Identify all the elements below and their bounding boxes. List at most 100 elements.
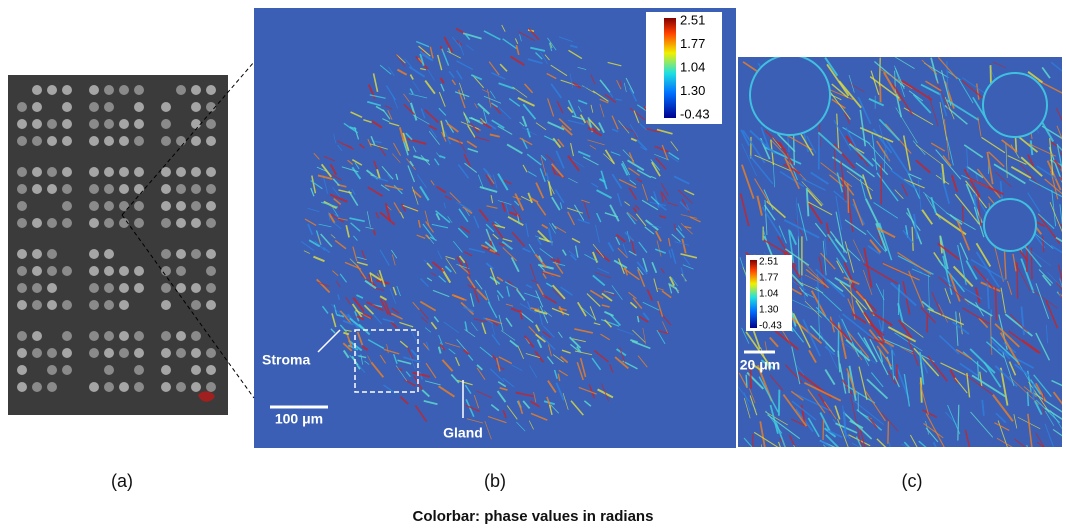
- zoom-box: [354, 329, 419, 393]
- streak: [1026, 248, 1052, 266]
- streak: [852, 198, 864, 226]
- streak: [1058, 277, 1062, 288]
- streak: [990, 339, 1011, 360]
- streak: [976, 168, 1002, 199]
- streak: [356, 264, 367, 280]
- tissue-core: [47, 167, 57, 177]
- streak: [634, 204, 640, 210]
- streak: [424, 109, 440, 124]
- streak: [908, 173, 922, 180]
- streak: [485, 262, 494, 270]
- streak: [837, 350, 841, 373]
- streak: [354, 162, 360, 170]
- streak: [416, 234, 426, 239]
- zoom-line: [121, 61, 255, 216]
- streak: [412, 189, 422, 199]
- streak: [925, 420, 930, 435]
- streak: [1009, 313, 1028, 333]
- streak: [397, 359, 412, 365]
- streak: [1028, 179, 1062, 198]
- streak: [938, 92, 948, 117]
- streak: [551, 284, 566, 300]
- streak: [485, 174, 494, 187]
- streak: [661, 192, 668, 202]
- streak: [839, 281, 867, 310]
- streak: [763, 235, 774, 258]
- streak: [421, 316, 428, 324]
- tissue-core: [47, 283, 57, 293]
- streak: [437, 346, 442, 354]
- tissue-core: [17, 365, 27, 375]
- streak: [823, 401, 837, 420]
- streak: [907, 172, 921, 200]
- tissue-core: [176, 85, 186, 95]
- tissue-core: [104, 201, 114, 211]
- streak: [844, 219, 867, 236]
- streak: [528, 27, 540, 41]
- streak: [332, 270, 339, 277]
- streak: [949, 214, 963, 226]
- streak: [438, 107, 447, 116]
- streak: [626, 212, 636, 225]
- streak: [815, 268, 846, 298]
- streak: [604, 93, 617, 104]
- streak: [876, 345, 892, 367]
- tissue-core: [134, 167, 144, 177]
- streak: [973, 265, 994, 289]
- streak: [593, 322, 601, 326]
- streak: [522, 247, 531, 253]
- streak: [561, 349, 571, 354]
- streak: [320, 233, 333, 248]
- streak: [872, 128, 893, 154]
- tissue-core: [161, 167, 171, 177]
- streak: [519, 310, 524, 320]
- streak: [347, 159, 354, 165]
- streak: [550, 163, 564, 178]
- tissue-core: [89, 136, 99, 146]
- tissue-core: [206, 283, 216, 293]
- tissue-core: [89, 102, 99, 112]
- streak: [792, 299, 821, 314]
- streak: [384, 203, 391, 222]
- streak: [1044, 410, 1055, 427]
- streak: [898, 319, 913, 339]
- streak: [342, 349, 350, 359]
- streak: [464, 162, 478, 174]
- streak: [538, 255, 543, 263]
- streak: [1004, 313, 1033, 337]
- streak: [570, 142, 574, 157]
- streak: [882, 289, 884, 332]
- streak: [743, 398, 751, 419]
- streak: [521, 115, 528, 128]
- tissue-core: [17, 201, 27, 211]
- streak: [393, 353, 398, 364]
- streak: [912, 140, 926, 156]
- streak: [632, 297, 643, 310]
- tissue-core: [206, 119, 216, 129]
- streak: [897, 284, 900, 315]
- streak: [999, 332, 1021, 366]
- streak: [343, 331, 350, 336]
- streak: [337, 217, 348, 221]
- colorbar-label: 2.51: [680, 12, 705, 27]
- tissue-core: [161, 365, 171, 375]
- streak: [1020, 156, 1043, 177]
- streak: [426, 277, 433, 282]
- streak: [969, 177, 1005, 196]
- streak: [766, 200, 786, 219]
- streak: [366, 301, 384, 312]
- streak: [391, 254, 396, 266]
- streak: [405, 132, 413, 141]
- streak: [558, 118, 572, 131]
- streak: [568, 250, 576, 258]
- arrow: [317, 329, 341, 353]
- streak: [941, 163, 946, 184]
- streak: [611, 173, 623, 190]
- streak: [909, 434, 918, 447]
- tissue-core: [119, 184, 129, 194]
- tissue-core: [89, 348, 99, 358]
- streak: [1058, 222, 1062, 227]
- streak: [1050, 244, 1062, 254]
- tissue-cores: [17, 85, 216, 392]
- tissue-core: [17, 249, 27, 259]
